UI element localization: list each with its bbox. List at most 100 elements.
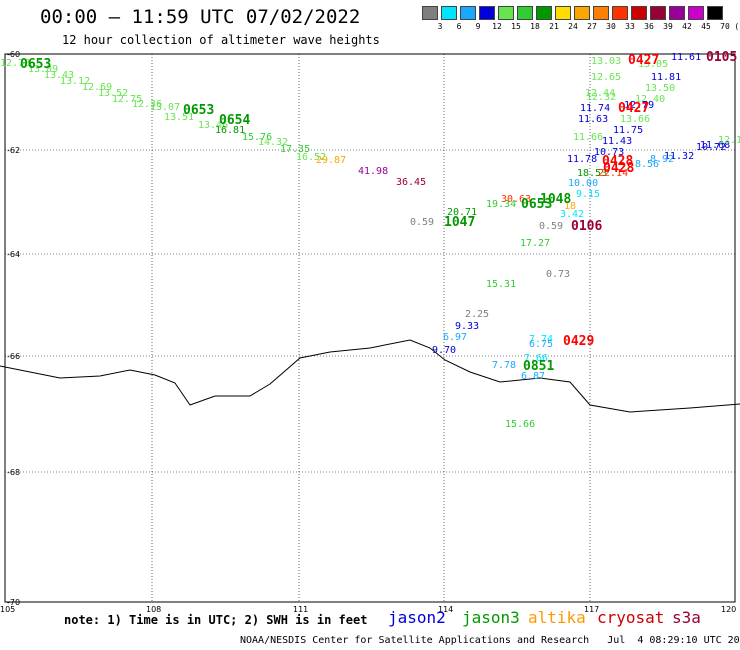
wave-height-value: 13.03 <box>591 56 621 67</box>
scale-swatch <box>498 6 514 20</box>
wave-height-value: 11.66 <box>573 132 603 143</box>
wave-height-value: 2.25 <box>465 309 489 320</box>
scale-swatch <box>631 6 647 20</box>
scale-label: 9 <box>475 22 481 31</box>
scale-label: 6 <box>456 22 462 31</box>
pass-time-value: 0427 <box>628 53 659 68</box>
wave-height-value: 12.40 <box>635 94 665 105</box>
scale-swatch <box>574 6 590 20</box>
wave-height-value: 11.43 <box>602 136 632 147</box>
wave-height-value: 9.70 <box>432 345 456 356</box>
scale-swatch <box>536 6 552 20</box>
legend-item-cryosat: cryosat <box>597 608 665 627</box>
wave-height-value: 14.32 <box>258 137 288 148</box>
wave-height-value: 36.45 <box>396 177 426 188</box>
pass-time-value: 0429 <box>563 334 594 349</box>
scale-label: 70 <box>720 22 730 31</box>
pass-time-value: 0428 <box>602 154 633 169</box>
scale-label: 39 <box>663 22 673 31</box>
page-title: 00:00 – 11:59 UTC 07/02/2022 <box>40 6 361 28</box>
pass-time-value: 0851 <box>523 359 554 374</box>
scale-label: 24 <box>568 22 578 31</box>
wave-height-value: 13.46 <box>198 120 228 131</box>
wave-height-value: 13.66 <box>620 114 650 125</box>
wave-height-value: 11.61 <box>671 52 701 63</box>
scale-label: (ft) <box>734 22 740 31</box>
wave-height-value: 19.34 <box>486 199 516 210</box>
legend-item-jason2: jason2 <box>388 608 446 627</box>
longitude-label: 105 <box>0 605 15 614</box>
pass-time-value: 0427 <box>618 101 649 116</box>
scale-label: 45 <box>701 22 711 31</box>
wave-height-value: 11.81 <box>651 72 681 83</box>
wave-height-value: 13.52 <box>98 88 128 99</box>
wave-height-value: 12.44 <box>585 88 615 99</box>
wave-height-value: 13.09 <box>28 64 58 75</box>
wave-height-value: 11.68 <box>700 140 730 151</box>
scale-swatch <box>460 6 476 20</box>
page-subtitle: 12 hour collection of altimeter wave hei… <box>62 33 380 47</box>
wave-height-value: 12.36 <box>132 99 162 110</box>
wave-height-value: 18.53 <box>577 168 607 179</box>
wave-height-value: 6.75 <box>529 339 553 350</box>
wave-height-value: 13.07 <box>150 102 180 113</box>
scale-label: 30 <box>606 22 616 31</box>
wave-height-value: 17.35 <box>280 144 310 155</box>
wave-height-value: 12.73 <box>0 58 30 69</box>
footer-credit: NOAA/NESDIS Center for Satellite Applica… <box>240 635 740 646</box>
wave-height-value: 12.32 <box>586 92 616 103</box>
scale-swatch <box>479 6 495 20</box>
scale-swatch <box>441 6 457 20</box>
wave-height-value: 13.12 <box>60 76 90 87</box>
wave-height-value: 8.56 <box>635 159 659 170</box>
wave-height-value: 9.15 <box>576 189 600 200</box>
wave-height-labels: 12.7313.0913.4313.1212.6913.5212.7512.36… <box>0 52 740 430</box>
scale-swatch <box>688 6 704 20</box>
pass-time-value: 1048 <box>540 192 571 207</box>
latitude-label: -64 <box>7 250 20 259</box>
legend-item-altika: altika <box>528 608 586 627</box>
map-frame <box>4 53 736 603</box>
wave-height-value: 10.72 <box>696 142 726 153</box>
wave-height-value: 30.63 <box>501 194 531 205</box>
pass-time-value: 0428 <box>603 161 634 176</box>
longitude-label: 111 <box>293 605 308 614</box>
wave-height-value: 11.63 <box>578 114 608 125</box>
scale-label: 36 <box>644 22 654 31</box>
latitude-label: -66 <box>7 352 20 361</box>
scale-swatch <box>707 6 723 20</box>
scale-label: 3 <box>437 22 443 31</box>
wave-height-value: 7.74 <box>529 334 553 345</box>
scale-label: 18 <box>530 22 540 31</box>
wave-height-value: 13.05 <box>638 59 668 70</box>
wave-height-value: 12.1 <box>718 135 740 146</box>
wave-height-value: 16.52 <box>296 152 326 163</box>
pass-time-value: 0653 <box>183 103 214 118</box>
pass-time-value: 0106 <box>571 219 602 234</box>
wave-height-value: 12.79 <box>624 100 654 111</box>
wave-height-value: 15.76 <box>242 132 272 143</box>
wave-height-value: 11.78 <box>567 154 597 165</box>
scale-swatch <box>555 6 571 20</box>
longitude-label: 114 <box>438 605 453 614</box>
wave-height-value: 0.59 <box>539 221 563 232</box>
latitude-label: -70 <box>7 598 20 607</box>
wave-height-value: 9.33 <box>455 321 479 332</box>
wave-height-value: 6.87 <box>521 371 545 382</box>
legend-item-jason3: jason3 <box>462 608 520 627</box>
wave-height-value: 13.43 <box>44 70 74 81</box>
wave-height-value: 17.27 <box>520 238 550 249</box>
wave-height-value: 16.81 <box>215 125 245 136</box>
wave-height-value: 22.14 <box>598 168 628 179</box>
scale-swatch <box>612 6 628 20</box>
wave-height-value: 11.75 <box>613 125 643 136</box>
longitude-label: 108 <box>146 605 161 614</box>
scale-swatch <box>650 6 666 20</box>
wave-height-value: 6.97 <box>443 332 467 343</box>
note-text: note: 1) Time is in UTC; 2) SWH is in fe… <box>64 613 368 627</box>
graticule <box>5 54 735 602</box>
pass-time-value: 0105 <box>706 50 737 65</box>
scale-label: 12 <box>492 22 502 31</box>
